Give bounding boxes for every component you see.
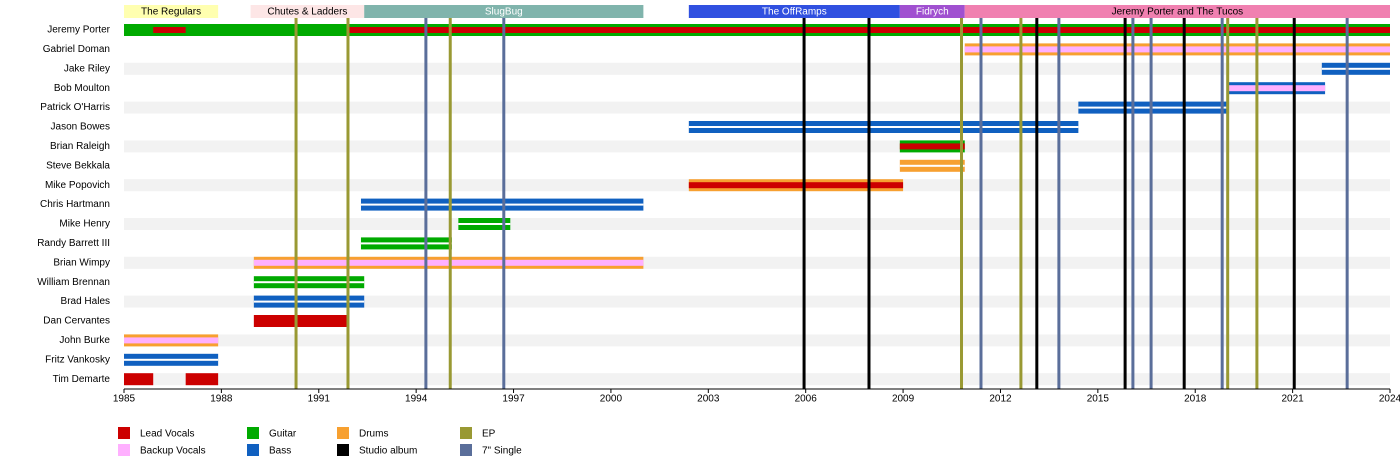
member-label: Dan Cervantes (43, 316, 110, 327)
x-tick-label: 2015 (1087, 394, 1110, 405)
member-label: Brian Wimpy (53, 257, 110, 268)
band (899, 5, 965, 18)
member-label: Steve Bekkala (46, 160, 110, 171)
member-bar (185, 373, 219, 386)
band (688, 5, 900, 18)
x-tick-label: 2006 (795, 394, 818, 405)
band-label: The Regulars (141, 7, 201, 18)
member-label: Fritz Vankosky (45, 354, 110, 365)
member-label: John Burke (59, 335, 110, 346)
member-stripe (964, 46, 1390, 53)
row-background (124, 62, 1390, 75)
x-tick-label: 1988 (210, 394, 233, 405)
member-label: Mike Henry (59, 219, 110, 230)
row-background (124, 295, 1390, 308)
legend-label: Studio album (359, 446, 417, 457)
row-background (124, 315, 1390, 327)
x-tick-label: 1985 (113, 394, 136, 405)
row-background (124, 82, 1390, 95)
x-tick-label: 2018 (1184, 394, 1207, 405)
legend-swatch (118, 444, 130, 456)
row-background (124, 334, 1390, 347)
member-stripe (253, 300, 365, 303)
legend-label: Drums (359, 429, 388, 440)
member-label: Brad Hales (61, 296, 110, 307)
row-background (124, 237, 1390, 250)
row-background (124, 353, 1390, 366)
row-background (124, 159, 1390, 172)
member-label: Mike Popovich (45, 180, 110, 191)
x-tick-label: 1991 (308, 394, 331, 405)
legend-swatch (118, 427, 130, 439)
legend-label: Guitar (269, 429, 297, 440)
band-label: Chutes & Ladders (267, 7, 347, 18)
x-tick-label: 1994 (405, 394, 428, 405)
member-stripe (124, 358, 219, 361)
member-label: Jeremy Porter (47, 25, 110, 36)
legend-swatch (460, 444, 472, 456)
x-tick-label: 2024 (1379, 394, 1400, 405)
member-stripe (899, 143, 965, 150)
member-label: Patrick O'Harris (40, 102, 110, 113)
member-label: William Brennan (37, 277, 110, 288)
band (964, 5, 1390, 18)
member-label: Randy Barrett III (37, 238, 110, 249)
legend-swatch (247, 444, 259, 456)
member-label: Tim Demarte (53, 374, 111, 385)
row-background (124, 101, 1390, 114)
member-stripe (899, 164, 965, 167)
member-stripe (1321, 67, 1390, 70)
row-background (124, 218, 1390, 230)
band (250, 5, 365, 18)
member-stripe (1227, 85, 1326, 92)
x-tick-label: 2021 (1281, 394, 1304, 405)
band-label: SlugBug (485, 7, 523, 18)
member-label: Jason Bowes (51, 122, 110, 133)
legend-swatch (337, 444, 349, 456)
band (124, 5, 219, 18)
member-label: Jake Riley (64, 63, 110, 74)
legend-swatch (247, 427, 259, 439)
member-stripe (124, 337, 219, 344)
x-tick-label: 2009 (892, 394, 915, 405)
legend-label: Backup Vocals (140, 446, 206, 457)
x-tick-label: 1997 (502, 394, 525, 405)
x-tick-label: 2003 (697, 394, 720, 405)
row-background (124, 198, 1390, 211)
member-bar (124, 373, 154, 386)
legend-label: EP (482, 429, 496, 440)
legend-label: 7" Single (482, 446, 522, 457)
legend-label: Lead Vocals (140, 429, 195, 440)
member-stripe (1078, 106, 1228, 109)
member-stripe (688, 126, 1079, 128)
member-label: Brian Raleigh (50, 141, 110, 152)
row-background (124, 140, 1390, 153)
member-label: Gabriel Doman (43, 44, 110, 55)
member-bar (253, 315, 348, 327)
member-stripe (360, 203, 644, 206)
member-label: Chris Hartmann (40, 199, 110, 210)
legend-label: Bass (269, 446, 291, 457)
member-stripe (458, 223, 511, 225)
x-tick-label: 2012 (989, 394, 1012, 405)
row-background (124, 373, 1390, 386)
member-stripe (153, 27, 186, 33)
member-stripe (253, 281, 365, 284)
member-stripe (360, 242, 452, 245)
band (364, 5, 644, 18)
member-stripe (253, 259, 644, 266)
band-label: Fidrych (916, 7, 949, 18)
legend-swatch (337, 427, 349, 439)
band-label: Jeremy Porter and The Tucos (1112, 7, 1244, 18)
member-stripe (688, 182, 904, 189)
member-label: Bob Moulton (54, 83, 110, 94)
legend-swatch (460, 427, 472, 439)
band-label: The OffRamps (762, 7, 827, 18)
x-tick-label: 2000 (600, 394, 623, 405)
row-background (124, 276, 1390, 289)
